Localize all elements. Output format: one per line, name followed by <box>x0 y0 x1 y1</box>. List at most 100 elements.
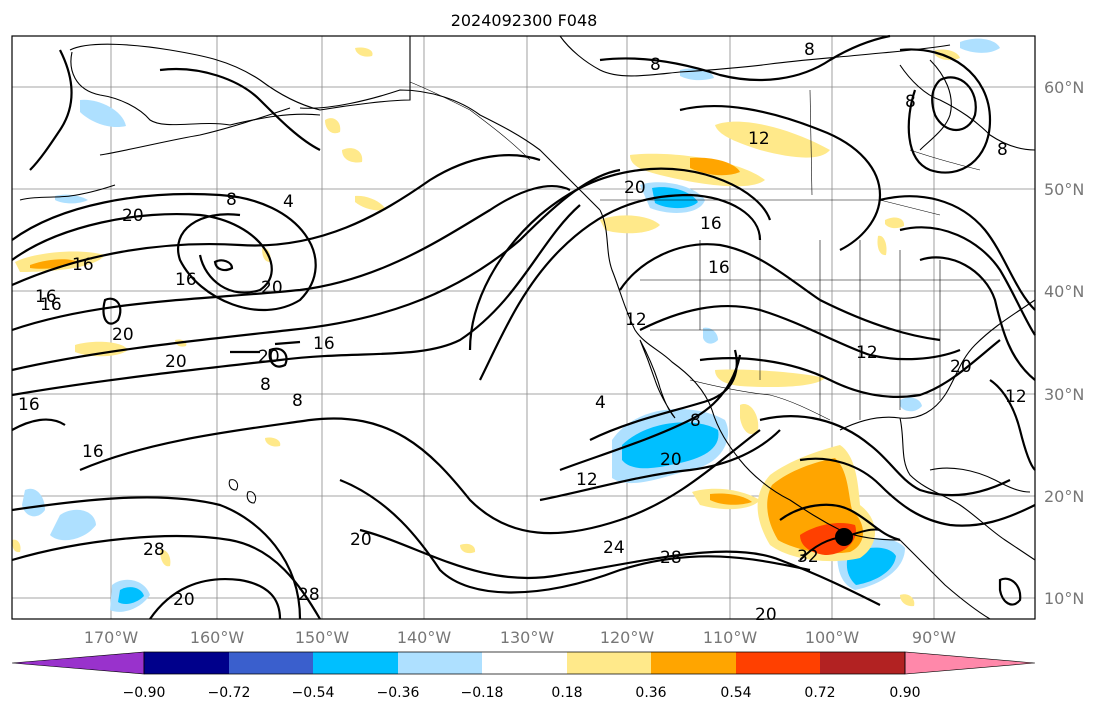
positive-shading <box>885 217 905 229</box>
colorbar-swatch <box>651 652 736 674</box>
latitude-label: 40°N <box>1044 282 1084 301</box>
latitude-label: 50°N <box>1044 180 1084 199</box>
positive-shading <box>715 121 830 158</box>
contour-label: 16 <box>72 255 94 275</box>
colorbar-tick-label: −0.36 <box>377 685 420 701</box>
contour-label: 8 <box>997 140 1008 160</box>
contour-label: 20 <box>173 590 195 610</box>
colorbar-swatch <box>567 652 651 674</box>
colorbar-tick-label: 0.72 <box>804 685 835 701</box>
contour-label: 20 <box>122 206 144 226</box>
contour-label: 16 <box>708 258 730 278</box>
negative-shading <box>118 587 144 604</box>
longitude-label: 140°W <box>397 628 452 647</box>
contour-label: 12 <box>1005 387 1027 407</box>
contour-lines <box>11 34 1036 620</box>
contour-label: 32 <box>797 547 819 567</box>
positive-shading <box>710 493 752 505</box>
contour-label: 20 <box>660 450 682 470</box>
colorbar-extend-right <box>904 651 1036 675</box>
contour-label: 24 <box>603 538 625 558</box>
colorbar-tick-label: −0.90 <box>123 685 166 701</box>
contour-label: 20 <box>165 352 187 372</box>
contour-label: 16 <box>40 295 62 315</box>
colorbar-extend-left <box>11 651 145 675</box>
negative-shading <box>960 38 1000 53</box>
contour-label: 8 <box>804 40 815 60</box>
negative-shading <box>652 187 698 209</box>
contour-label-layer: 8 8 12 8 8 20 8 4 20 16 16 20 16 20 20 1… <box>18 40 1027 625</box>
contour-label: 12 <box>748 129 770 149</box>
positive-shading <box>342 148 363 163</box>
negative-shading <box>900 397 922 412</box>
contour-label: 20 <box>261 278 283 298</box>
positive-shading <box>355 47 373 57</box>
colorbar-swatch <box>736 652 820 674</box>
contour-label: 12 <box>576 470 598 490</box>
contour-label: 20 <box>258 347 280 367</box>
colorbar-tick-label: −0.72 <box>208 685 251 701</box>
colorbar-swatch <box>313 652 398 674</box>
colorbar-tick-label: −0.18 <box>461 685 504 701</box>
contour-label: 4 <box>595 393 606 413</box>
colorbar-tick-label: 0.18 <box>551 685 582 701</box>
longitude-label: 150°W <box>295 628 350 647</box>
map-panel: 8 8 12 8 8 20 8 4 20 16 16 20 16 20 20 1… <box>11 34 1036 625</box>
latitude-label: 10°N <box>1044 589 1084 608</box>
colorbar-swatch <box>144 652 229 674</box>
contour-label: 8 <box>905 92 916 112</box>
contour-label: 8 <box>292 391 303 411</box>
positive-shading <box>900 594 915 607</box>
positive-shading <box>740 404 759 435</box>
latitude-label: 60°N <box>1044 78 1084 97</box>
contour-label: 20 <box>950 357 972 377</box>
colorbar-swatch <box>482 652 567 674</box>
contour-label: 20 <box>112 325 134 345</box>
colorbar-swatch <box>820 652 905 674</box>
latitude-axis: 60°N 50°N 40°N 30°N 20°N 10°N <box>1044 78 1084 608</box>
positive-shading <box>355 195 386 211</box>
negative-shading <box>703 327 718 344</box>
contour-label: 28 <box>298 585 320 605</box>
contour-label: 12 <box>856 343 878 363</box>
contour-label: 8 <box>226 190 237 210</box>
longitude-axis: 170°W 160°W 150°W 140°W 130°W 120°W 110°… <box>84 628 956 647</box>
positive-shading <box>75 341 128 357</box>
contour-label: 16 <box>313 334 335 354</box>
contour-label: 8 <box>260 375 271 395</box>
contour-label: 8 <box>650 55 661 75</box>
contour-label: 8 <box>690 411 701 431</box>
contour-label: 4 <box>283 192 294 212</box>
contour-label: 20 <box>350 530 372 550</box>
colorbar-tick-label: −0.54 <box>292 685 335 701</box>
longitude-label: 100°W <box>805 628 860 647</box>
colorbar-swatch <box>229 652 313 674</box>
positive-shading <box>690 157 740 176</box>
longitude-label: 160°W <box>190 628 245 647</box>
colorbar-swatch <box>398 652 482 674</box>
contour-label: 12 <box>625 310 647 330</box>
contour-label: 28 <box>660 548 682 568</box>
positive-shading <box>262 247 271 262</box>
graticule <box>12 36 1035 619</box>
positive-shading <box>600 215 660 234</box>
colorbar: −0.90 −0.72 −0.54 −0.36 −0.18 0.18 0.36 … <box>11 651 1036 701</box>
negative-shading <box>22 488 45 517</box>
colorbar-tick-label: 0.36 <box>635 685 666 701</box>
longitude-label: 120°W <box>600 628 655 647</box>
longitude-label: 90°W <box>912 628 956 647</box>
positive-shading <box>325 118 341 134</box>
colorbar-tick-label: 0.54 <box>720 685 751 701</box>
longitude-label: 130°W <box>500 628 555 647</box>
storm-track <box>799 528 881 561</box>
contour-label: 20 <box>755 605 777 625</box>
contour-label: 16 <box>18 395 40 415</box>
latitude-label: 20°N <box>1044 487 1084 506</box>
positive-shading <box>265 437 281 447</box>
contour-label: 16 <box>700 214 722 234</box>
longitude-label: 170°W <box>84 628 139 647</box>
contour-label: 16 <box>82 442 104 462</box>
positive-shading <box>12 539 21 553</box>
positive-shading <box>935 49 960 61</box>
